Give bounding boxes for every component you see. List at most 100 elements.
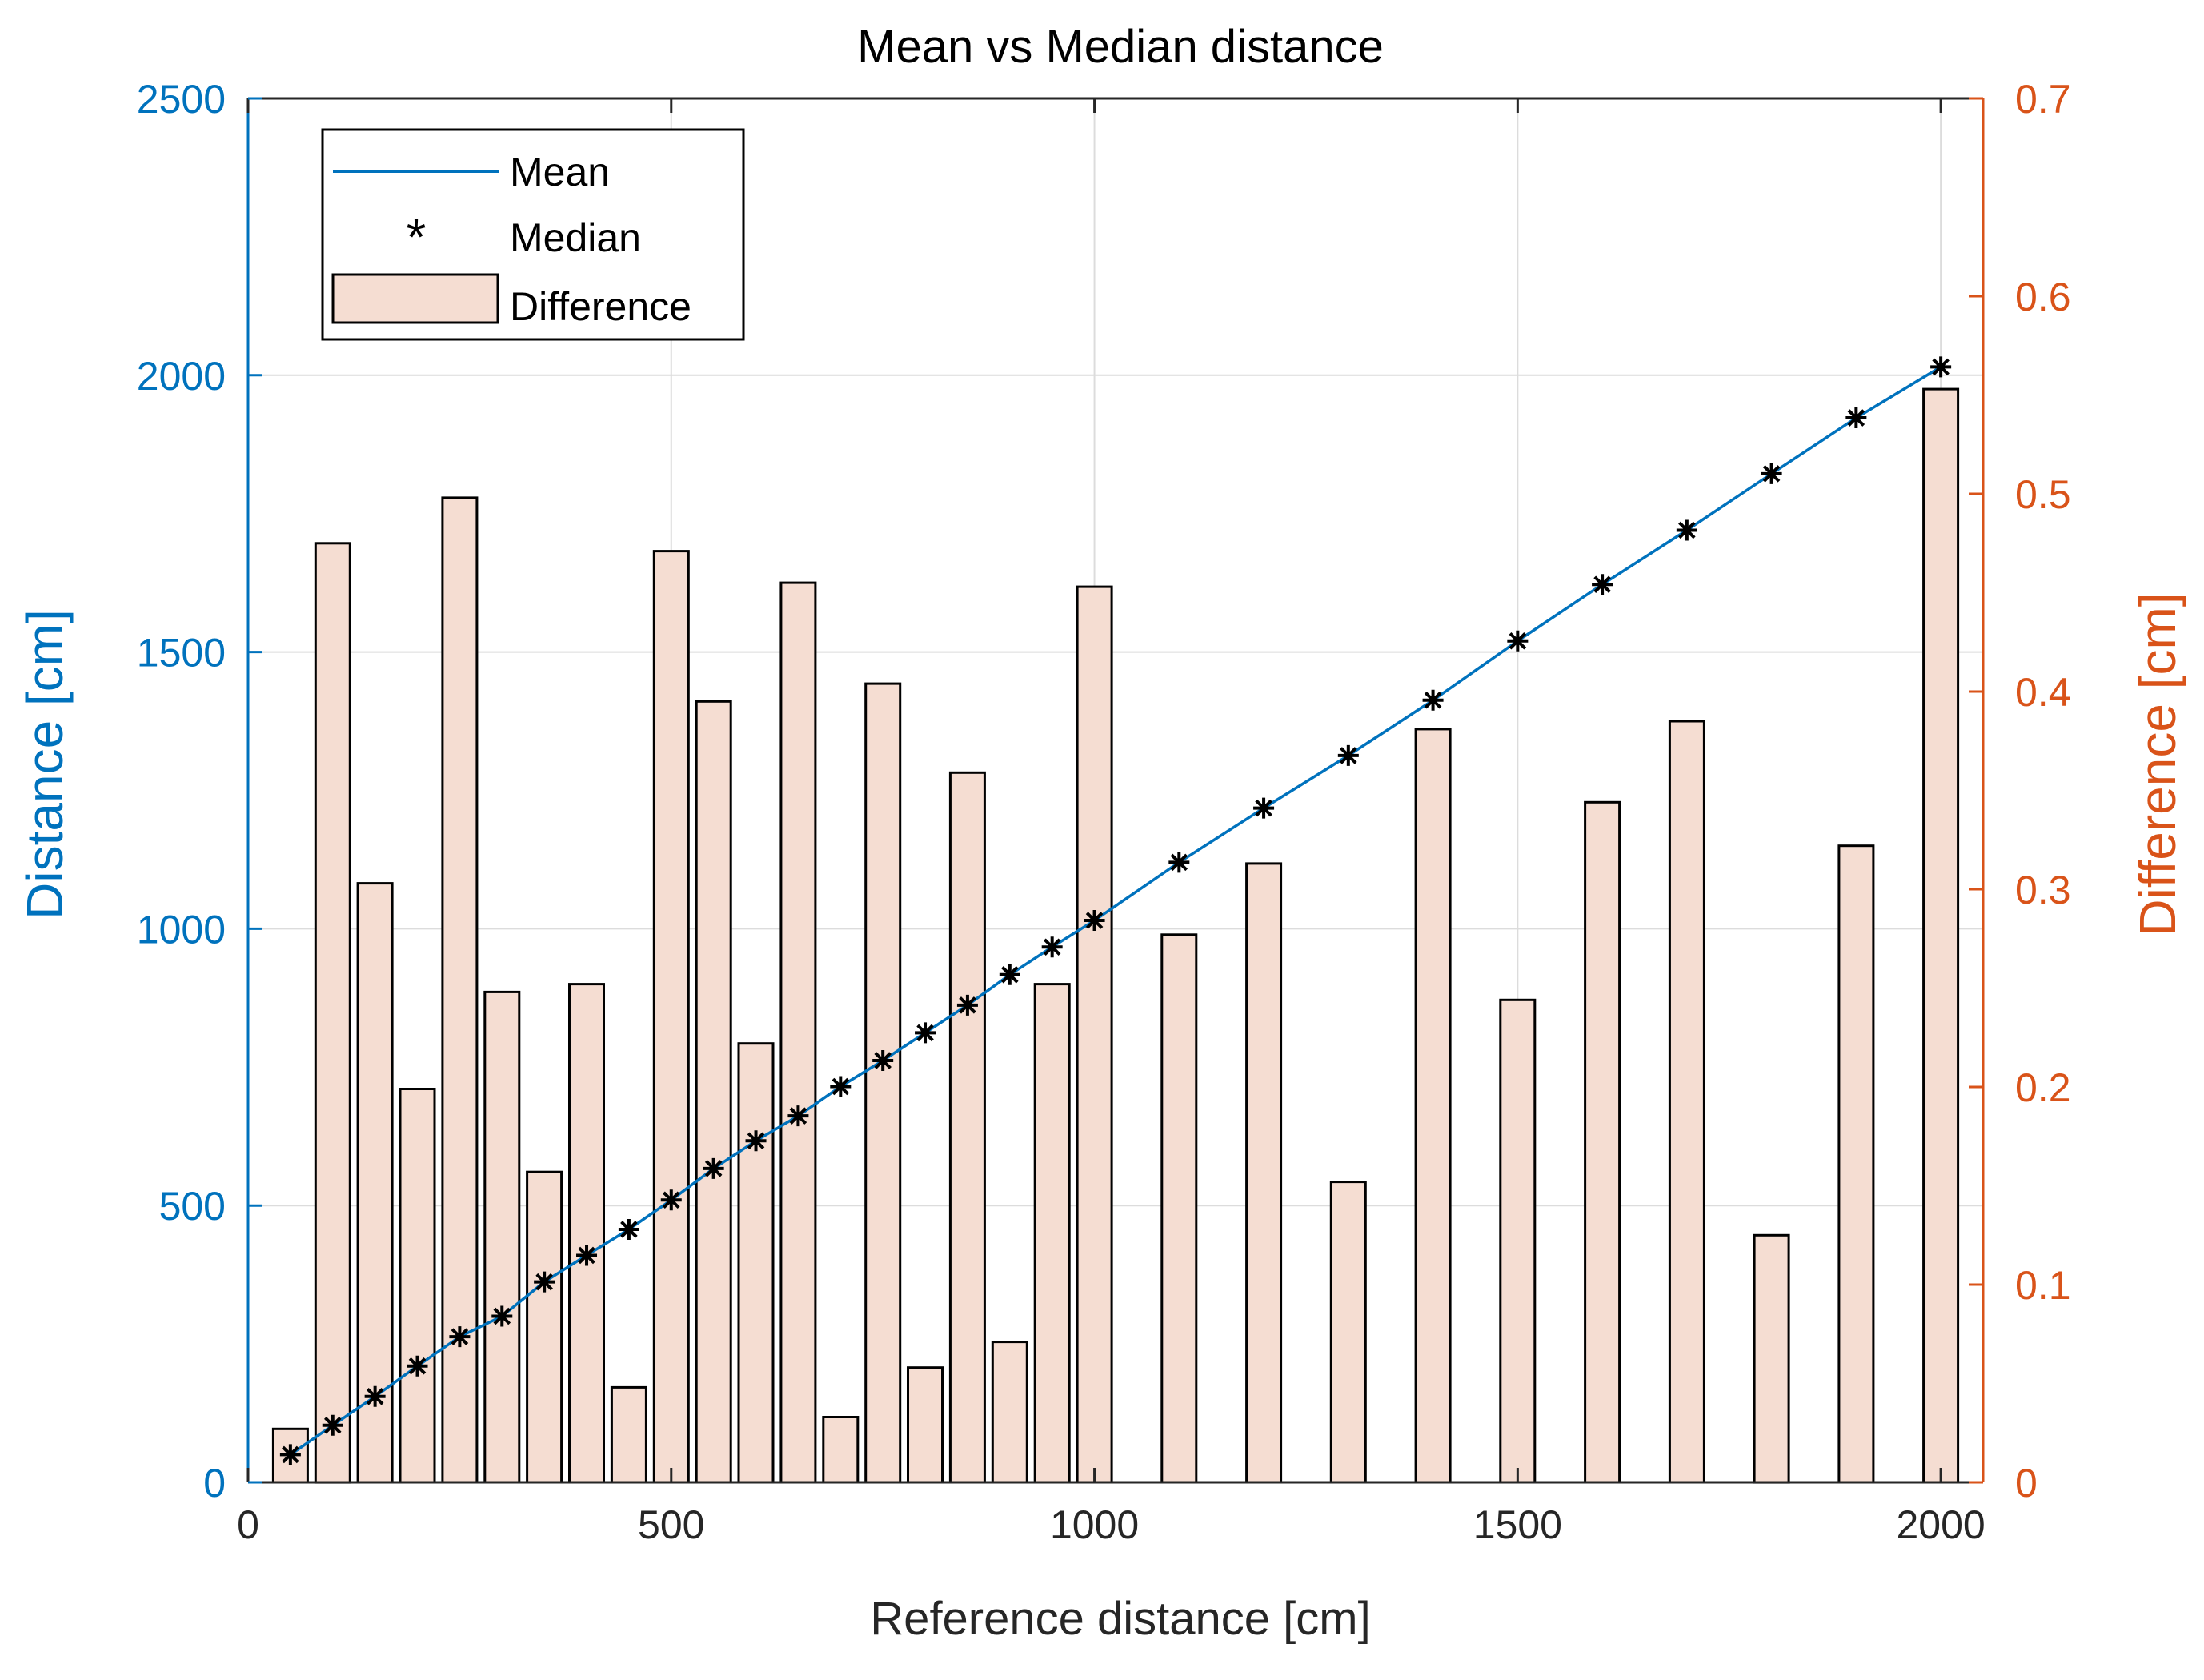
legend-difference-label: Difference — [510, 284, 691, 329]
difference-bar-29 — [1922, 387, 1960, 1484]
mean-line — [289, 365, 1942, 1456]
difference-bar-19 — [1076, 585, 1113, 1484]
difference-bar-1 — [314, 542, 351, 1484]
median-marker-star — [915, 1022, 936, 1044]
difference-bar-4 — [441, 496, 479, 1484]
median-marker-star — [449, 1326, 471, 1348]
median-marker-8 — [618, 1218, 639, 1240]
y-left-tick-label-3: 1500 — [137, 631, 226, 676]
y-axis-label-left: Distance [cm] — [16, 609, 74, 920]
y-right-tick-label-6: 0.6 — [2015, 275, 2071, 319]
median-marker-18 — [1041, 936, 1063, 958]
median-marker-star — [1084, 910, 1105, 932]
y-right-tick-label-7: 0.7 — [2015, 77, 2071, 122]
difference-bar-12 — [779, 581, 817, 1484]
median-marker-star — [407, 1355, 428, 1377]
median-marker-star — [872, 1050, 894, 1071]
x-tick-label-0: 0 — [237, 1502, 259, 1547]
median-marker-28 — [1845, 407, 1867, 429]
difference-bar-28 — [1837, 844, 1875, 1484]
axis-layer: 0 500 1000 1500 2000 0 500 1000 1500 2000 2500 0 0.1… — [137, 77, 2071, 1547]
median-marker-29 — [1930, 356, 1952, 378]
difference-bar-25 — [1584, 800, 1621, 1484]
median-marker-19 — [1084, 910, 1105, 932]
difference-bar-2 — [356, 882, 394, 1484]
median-marker-14 — [872, 1050, 894, 1071]
x-tick-label-1: 500 — [638, 1502, 704, 1547]
median-marker-10 — [703, 1157, 724, 1179]
median-marker-16 — [956, 994, 978, 1016]
legend-median-swatch: * — [407, 208, 427, 266]
median-marker-27 — [1761, 463, 1782, 484]
bar-layer — [271, 387, 1960, 1484]
median-marker-24 — [1507, 630, 1529, 652]
median-marker-star — [956, 994, 978, 1016]
median-marker-22 — [1337, 744, 1359, 766]
median-marker-star — [703, 1157, 724, 1179]
median-marker-20 — [1168, 852, 1190, 873]
difference-bar-9 — [652, 550, 690, 1484]
y-left-tick-label-2: 1000 — [137, 907, 226, 952]
median-marker-0 — [279, 1444, 301, 1465]
y-right-tick-label-1: 0.1 — [2015, 1263, 2071, 1308]
x-tick-label-4: 2000 — [1897, 1502, 1986, 1547]
median-marker-star — [364, 1385, 386, 1407]
difference-bar-22 — [1329, 1181, 1367, 1484]
median-marker-star — [830, 1076, 852, 1097]
median-marker-1 — [322, 1414, 343, 1436]
median-marker-9 — [660, 1189, 682, 1211]
difference-bar-11 — [737, 1042, 775, 1484]
median-marker-6 — [534, 1271, 555, 1293]
difference-bar-15 — [907, 1366, 944, 1484]
median-marker-23 — [1422, 689, 1444, 711]
difference-bar-7 — [568, 983, 605, 1484]
median-marker-star — [1253, 797, 1275, 819]
median-marker-star — [1041, 936, 1063, 958]
median-marker-7 — [576, 1245, 598, 1266]
difference-bar-27 — [1753, 1233, 1790, 1484]
difference-bar-3 — [399, 1088, 436, 1484]
line-layer — [289, 365, 1942, 1456]
median-marker-13 — [830, 1076, 852, 1097]
marker-layer — [279, 356, 1952, 1465]
difference-bar-21 — [1245, 862, 1283, 1484]
difference-bar-5 — [483, 990, 521, 1484]
legend-difference-swatch — [331, 273, 499, 324]
legend: Mean * Median Difference — [321, 128, 745, 341]
legend-median-label: Median — [510, 215, 641, 260]
median-marker-2 — [364, 1385, 386, 1407]
median-marker-star — [1592, 574, 1613, 595]
median-marker-4 — [449, 1326, 471, 1348]
y-right-tick-label-0: 0 — [2015, 1461, 2038, 1506]
difference-bar-24 — [1499, 998, 1537, 1484]
y-left-tick-label-1: 500 — [159, 1184, 226, 1229]
y-right-tick-label-3: 0.3 — [2015, 868, 2071, 912]
difference-bar-8 — [610, 1385, 647, 1484]
difference-bar-10 — [695, 700, 732, 1484]
x-tick-label-3: 1500 — [1473, 1502, 1562, 1547]
difference-bar-23 — [1414, 728, 1452, 1484]
median-marker-star — [1422, 689, 1444, 711]
legend-mean-label: Mean — [510, 150, 610, 194]
median-marker-star — [1507, 630, 1529, 652]
median-marker-5 — [491, 1305, 513, 1327]
difference-bar-26 — [1668, 720, 1705, 1484]
median-marker-star — [660, 1189, 682, 1211]
median-marker-star — [618, 1218, 639, 1240]
median-marker-11 — [745, 1130, 767, 1152]
median-marker-star — [999, 964, 1020, 985]
median-marker-17 — [999, 964, 1020, 985]
x-axis-label: Reference distance [cm] — [870, 1593, 1370, 1645]
y-right-tick-label-4: 0.4 — [2015, 670, 2071, 715]
difference-bar-18 — [1033, 983, 1071, 1484]
y-left-tick-label-0: 0 — [203, 1461, 226, 1506]
median-marker-star — [322, 1414, 343, 1436]
median-marker-star — [491, 1305, 513, 1327]
median-marker-star — [745, 1130, 767, 1152]
median-marker-star — [1676, 519, 1697, 541]
y-left-tick-label-4: 2000 — [137, 354, 226, 399]
median-marker-21 — [1253, 797, 1275, 819]
median-marker-star — [1337, 744, 1359, 766]
median-marker-star — [1168, 852, 1190, 873]
